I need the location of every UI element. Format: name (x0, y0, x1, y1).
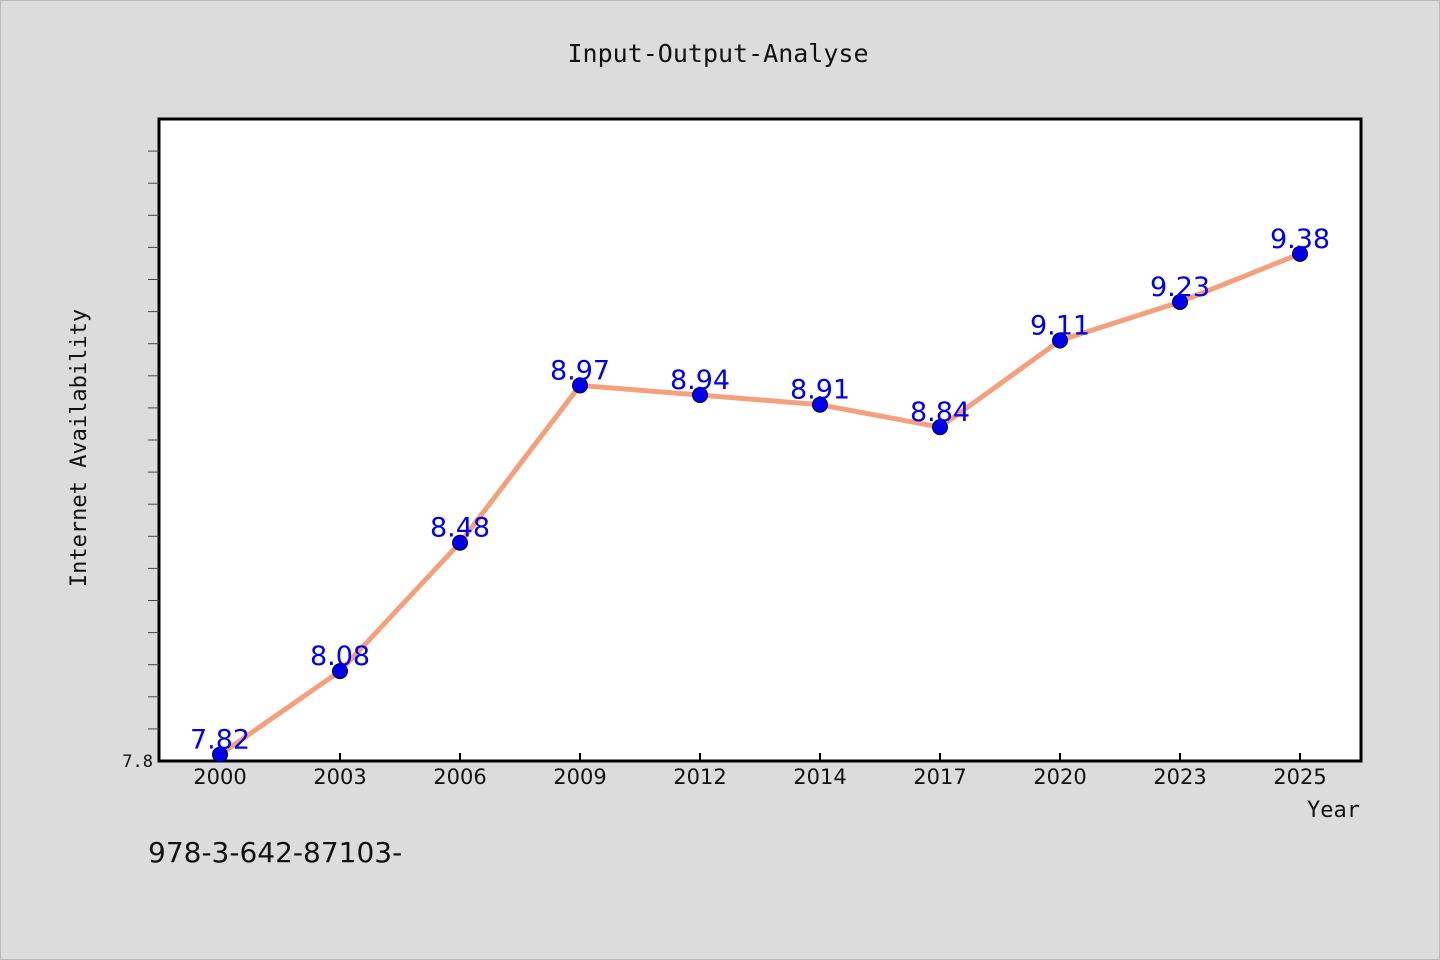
data-point (692, 387, 708, 404)
data-point (212, 746, 228, 763)
x-tick-label: 2000 (193, 765, 246, 789)
y-axis-label: Internet Availability (67, 309, 92, 587)
data-label: 8.91 (790, 375, 850, 406)
data-point (812, 396, 828, 413)
x-tick-label: 2025 (1273, 765, 1326, 789)
data-label: 7.82 (190, 725, 250, 756)
x-tick-label: 2020 (1033, 765, 1086, 789)
y-tick-label: 7.8 (122, 752, 153, 772)
data-point (1172, 293, 1188, 310)
data-label: 9.11 (1030, 310, 1090, 341)
data-point (332, 663, 348, 680)
x-tick-label: 2003 (313, 765, 366, 789)
y-axis-ticks: 7.8 (122, 150, 159, 772)
data-point (1292, 245, 1308, 262)
marker-layer (212, 245, 1308, 763)
data-point (1052, 332, 1068, 349)
x-tick-label: 2012 (673, 765, 726, 789)
data-label: 8.08 (310, 641, 370, 672)
data-label: 8.94 (670, 365, 730, 396)
data-label: 8.84 (910, 397, 970, 428)
x-tick-label: 2014 (793, 765, 846, 789)
x-tick-label: 2017 (913, 765, 966, 789)
footer-text: 978-3-642-87103- (148, 836, 402, 869)
x-axis-label: Year (1307, 798, 1360, 823)
data-label-layer: 7.82 8.08 8.48 8.97 8.94 8.91 8.84 9.11 9.23 9.38 (190, 224, 1330, 756)
x-tick-label: 2009 (553, 765, 606, 789)
series-line (217, 251, 1303, 758)
data-point (572, 377, 588, 394)
data-label: 9.23 (1150, 272, 1210, 303)
data-point (452, 534, 468, 551)
chart-title: Input-Output-Analyse (567, 39, 868, 68)
data-label: 8.97 (550, 355, 610, 386)
data-point (932, 419, 948, 436)
series-line-layer (217, 251, 1303, 758)
data-label: 8.48 (430, 513, 490, 544)
x-axis-ticks: 2000 2003 2006 2009 2012 2014 2017 2020 2023 2025 (193, 753, 1327, 789)
x-tick-label: 2023 (1153, 765, 1206, 789)
x-tick-label: 2006 (433, 765, 486, 789)
data-label: 9.38 (1270, 224, 1330, 255)
